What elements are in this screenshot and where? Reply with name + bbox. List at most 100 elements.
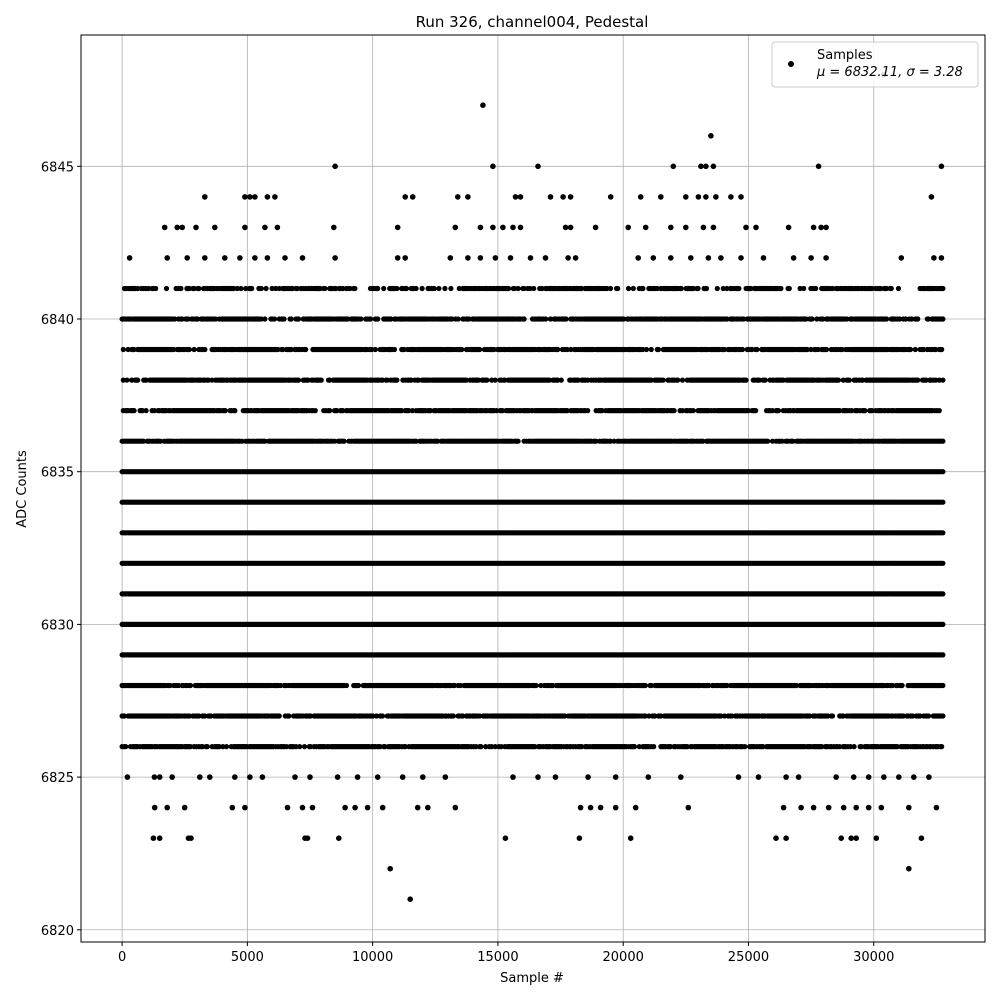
- legend-stats: μ = 6832.11, σ = 3.28: [816, 65, 963, 80]
- data-point: [658, 194, 664, 200]
- data-point: [299, 804, 306, 811]
- data-point: [193, 224, 199, 231]
- data-point: [698, 163, 704, 170]
- data-point: [678, 774, 684, 780]
- data-point: [552, 774, 559, 780]
- data-point: [753, 224, 759, 231]
- data-point: [181, 804, 188, 811]
- data-point: [562, 224, 569, 231]
- data-point: [465, 255, 471, 261]
- data-point: [264, 194, 271, 200]
- data-point: [785, 224, 792, 231]
- data-point: [188, 835, 194, 841]
- data-point: [823, 224, 829, 231]
- data-point: [202, 194, 208, 200]
- data-point: [512, 194, 519, 200]
- data-point: [394, 255, 401, 261]
- data-point: [374, 774, 381, 780]
- data-point: [572, 255, 579, 261]
- y-tick-label: 6825: [41, 771, 74, 786]
- data-point: [331, 224, 337, 231]
- data-point: [379, 804, 386, 811]
- data-point: [452, 804, 459, 811]
- plot-frame: [80, 34, 986, 943]
- data-point: [931, 255, 937, 261]
- data-point: [597, 804, 604, 811]
- x-tick-label: 10000: [352, 950, 393, 965]
- data-point: [164, 804, 170, 811]
- data-point: [612, 774, 619, 780]
- data-point: [592, 224, 599, 231]
- data-point: [848, 835, 854, 841]
- data-point: [938, 163, 945, 170]
- data-point: [222, 255, 228, 261]
- data-point: [795, 774, 802, 780]
- data-point: [823, 255, 829, 261]
- data-point: [743, 224, 749, 231]
- data-point: [284, 804, 291, 811]
- data-point: [156, 835, 163, 841]
- y-tick-label: 6835: [41, 466, 74, 481]
- data-point: [309, 804, 316, 811]
- data-point: [334, 774, 341, 780]
- x-tick-label: 30000: [853, 950, 894, 965]
- data-point: [259, 774, 266, 780]
- data-point: [790, 255, 797, 261]
- data-point: [252, 194, 258, 200]
- data-point: [535, 163, 541, 170]
- data-point: [455, 194, 461, 200]
- data-point: [810, 804, 817, 811]
- data-point: [700, 224, 707, 231]
- data-point: [156, 774, 163, 780]
- data-point: [565, 255, 571, 261]
- data-point: [926, 774, 932, 780]
- data-point: [179, 224, 185, 231]
- data-point: [517, 224, 524, 231]
- data-point: [480, 102, 486, 108]
- x-tick-label: 15000: [477, 950, 518, 965]
- data-point: [865, 804, 872, 811]
- data-point: [567, 224, 574, 231]
- data-point: [625, 224, 631, 231]
- data-point: [547, 194, 554, 200]
- data-point: [542, 255, 549, 261]
- data-point: [174, 224, 180, 231]
- data-point: [668, 224, 674, 231]
- data-point: [818, 224, 824, 231]
- data-point: [490, 163, 496, 170]
- data-point: [918, 835, 925, 841]
- data-point: [237, 255, 243, 261]
- data-point: [399, 774, 406, 780]
- data-point: [815, 163, 822, 170]
- data-point: [124, 774, 131, 780]
- data-point: [465, 194, 471, 200]
- data-point: [442, 774, 449, 780]
- data-point: [760, 255, 767, 261]
- data-point: [420, 774, 426, 780]
- data-point: [627, 835, 634, 841]
- data-point: [695, 194, 702, 200]
- chart-title: Run 326, channel004, Pedestal: [416, 13, 649, 31]
- data-point: [783, 835, 789, 841]
- y-tick-label: 6820: [41, 924, 74, 939]
- data-point: [342, 804, 348, 811]
- data-point: [425, 804, 431, 811]
- data-point: [773, 835, 779, 841]
- data-point: [632, 804, 639, 811]
- data-point: [150, 835, 157, 841]
- data-point: [881, 774, 887, 780]
- data-point: [151, 804, 158, 811]
- grid: [81, 35, 985, 942]
- data-point: [683, 224, 689, 231]
- x-tick-label: 25000: [728, 950, 769, 965]
- data-point: [755, 774, 762, 780]
- data-point: [161, 224, 168, 231]
- data-point: [808, 255, 814, 261]
- legend-series-name: Samples: [817, 48, 873, 63]
- data-point: [798, 804, 804, 811]
- data-point: [703, 163, 709, 170]
- data-point: [670, 163, 677, 170]
- data-point: [510, 774, 516, 780]
- data-point: [906, 865, 912, 872]
- x-axis-title: Sample #: [500, 971, 564, 986]
